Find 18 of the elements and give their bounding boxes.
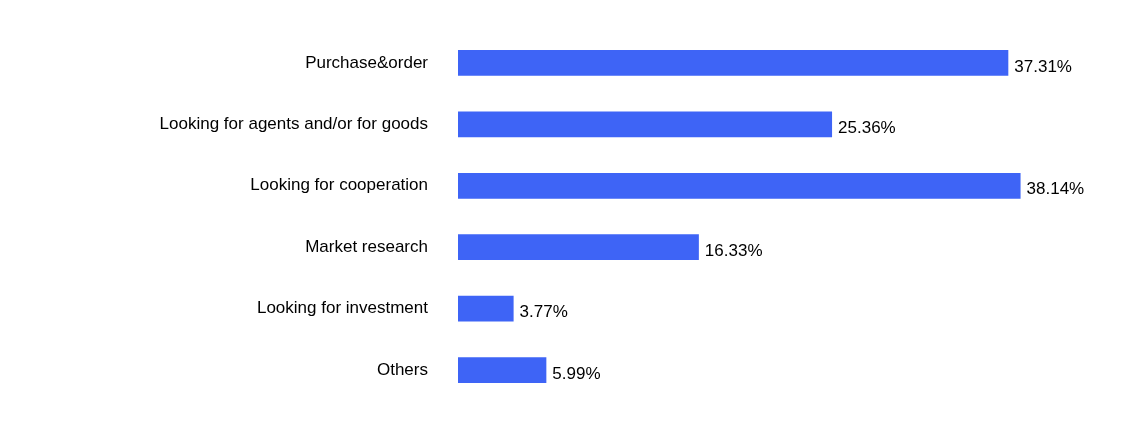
bar (458, 111, 833, 138)
bar (458, 172, 1021, 199)
bar (458, 234, 699, 261)
bar (458, 50, 1009, 76)
data-label: 37.31% (1014, 56, 1072, 76)
bar (458, 357, 547, 383)
data-label: 5.99% (552, 363, 601, 383)
y-tick-label: Looking for agents and/or for goods (159, 114, 428, 134)
y-tick-label: Looking for investment (256, 298, 429, 318)
data-label: 16.33% (704, 240, 763, 260)
y-tick-label: Looking for cooperation (250, 175, 428, 195)
y-tick-label: Purchase&order (305, 52, 429, 72)
y-tick-label: Others (376, 359, 428, 379)
data-label: 25.36% (838, 118, 896, 138)
data-label: 3.77% (519, 302, 568, 322)
data-label: 38.14% (1026, 179, 1085, 199)
y-tick-label: Market research (305, 236, 428, 256)
bar (458, 295, 514, 322)
